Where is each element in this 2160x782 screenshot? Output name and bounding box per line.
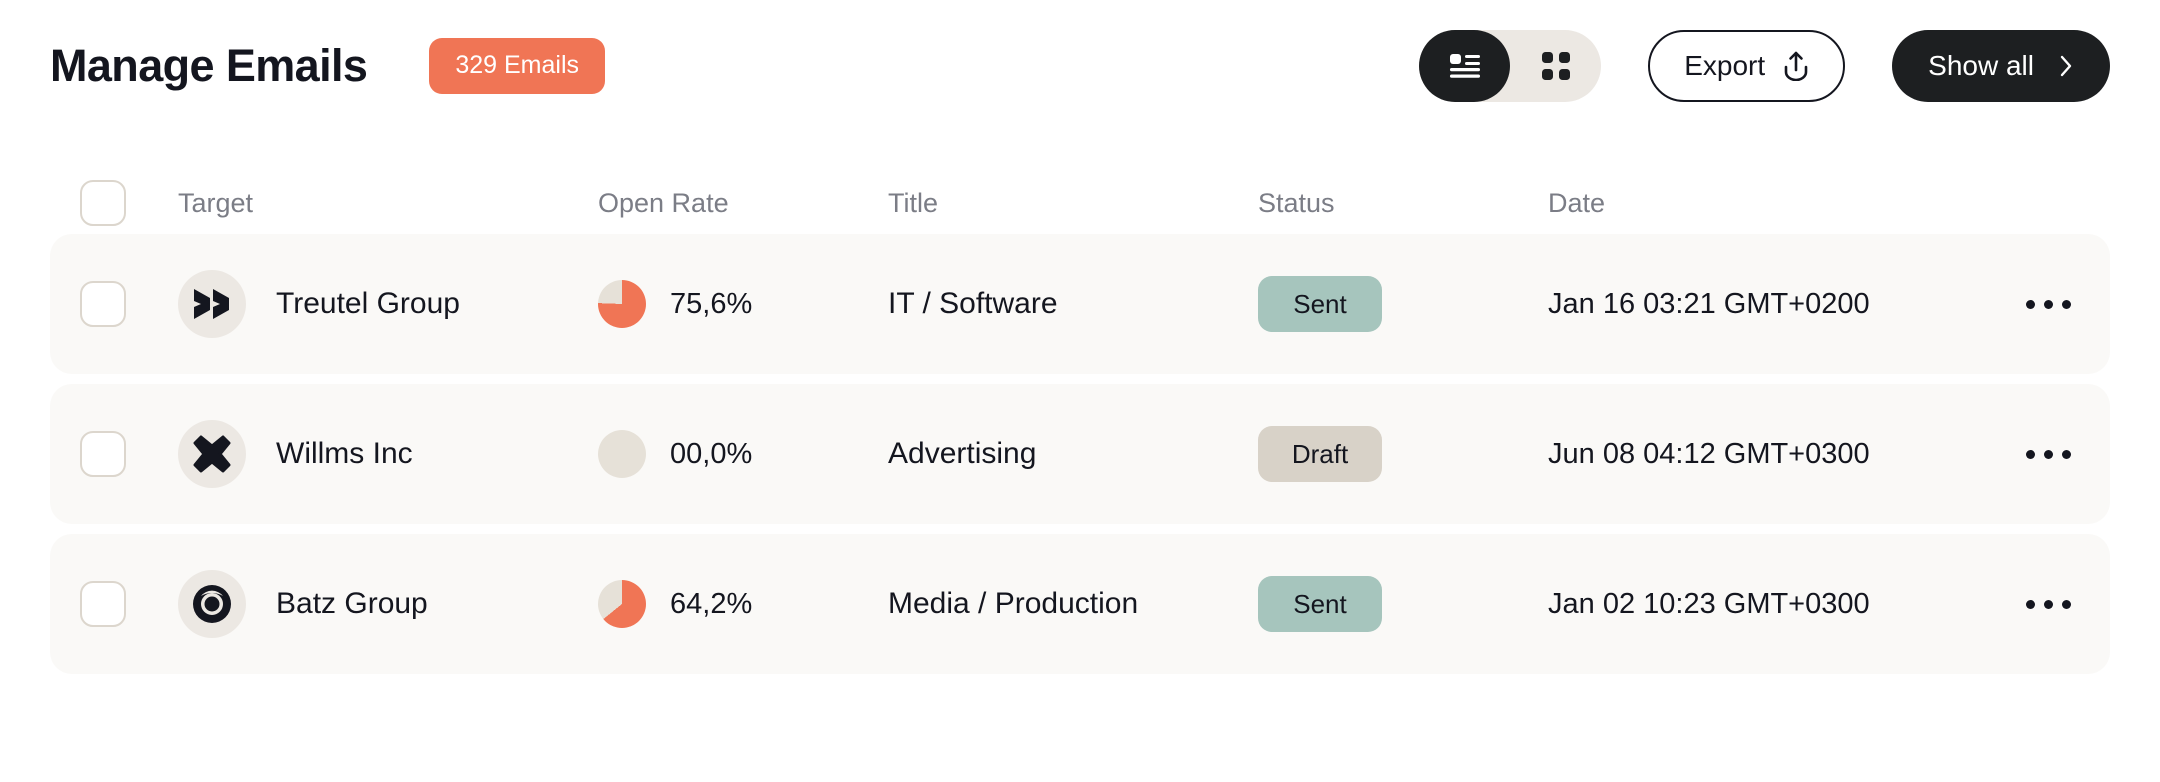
row-select-cell bbox=[80, 281, 178, 327]
page-header: Manage Emails 329 Emails bbox=[0, 0, 2160, 132]
target-name: Batz Group bbox=[276, 587, 428, 620]
title-cell: IT / Software bbox=[888, 287, 1258, 321]
email-title: IT / Software bbox=[888, 287, 1058, 320]
more-horizontal-icon bbox=[2044, 599, 2053, 609]
show-all-button[interactable]: Show all bbox=[1892, 30, 2110, 102]
column-header-date: Date bbox=[1548, 187, 1606, 218]
row-actions-cell bbox=[2018, 436, 2131, 473]
double-chevron-icon bbox=[194, 289, 229, 319]
emails-table: Target Open Rate Title Status Date Treut… bbox=[50, 172, 2110, 684]
four-point-star-icon bbox=[193, 435, 231, 473]
more-horizontal-icon bbox=[2044, 449, 2053, 459]
email-title: Advertising bbox=[888, 437, 1037, 470]
date-cell: Jun 08 04:12 GMT+0300 bbox=[1548, 438, 2018, 471]
show-all-button-label: Show all bbox=[1928, 50, 2034, 81]
date-cell: Jan 16 03:21 GMT+0200 bbox=[1548, 288, 2018, 321]
target-cell: Willms Inc bbox=[178, 420, 598, 488]
email-date: Jan 16 03:21 GMT+0200 bbox=[1548, 287, 1870, 320]
status-badge: Sent bbox=[1258, 576, 1382, 632]
row-checkbox[interactable] bbox=[80, 281, 126, 327]
status-cell: Sent bbox=[1258, 276, 1548, 332]
date-cell: Jan 02 10:23 GMT+0300 bbox=[1548, 588, 2018, 621]
view-toggle-list-button[interactable] bbox=[1419, 30, 1511, 102]
view-toggle[interactable] bbox=[1419, 30, 1602, 102]
column-header-title: Title bbox=[888, 187, 939, 218]
table-row[interactable]: Batz Group 64,2% Media / Production Sent Jan… bbox=[50, 534, 2110, 674]
list-view-icon bbox=[1449, 54, 1480, 78]
open-rate-cell: 00,0% bbox=[598, 430, 888, 478]
table-body: Treutel Group 75,6% IT / Software Sent Jan 1… bbox=[50, 234, 2110, 674]
open-rate-pie-chart bbox=[598, 580, 646, 628]
row-select-cell bbox=[80, 431, 178, 477]
open-rate-cell: 64,2% bbox=[598, 580, 888, 628]
export-button[interactable]: Export bbox=[1648, 30, 1846, 102]
status-badge: Sent bbox=[1258, 276, 1382, 332]
grid-view-icon bbox=[1541, 52, 1570, 80]
avatar bbox=[178, 270, 246, 338]
eye-circle-icon bbox=[193, 585, 231, 623]
email-count-badge: 329 Emails bbox=[429, 38, 606, 94]
target-name: Treutel Group bbox=[276, 287, 460, 320]
title-cell: Media / Production bbox=[888, 587, 1258, 621]
status-badge: Draft bbox=[1258, 426, 1382, 482]
more-horizontal-icon bbox=[2062, 449, 2071, 459]
more-horizontal-icon bbox=[2062, 599, 2071, 609]
table-row[interactable]: Willms Inc 00,0% Advertising Draft Jun 08 04… bbox=[50, 384, 2110, 524]
status-cell: Sent bbox=[1258, 576, 1548, 632]
open-rate-value: 64,2% bbox=[670, 587, 753, 620]
target-name: Willms Inc bbox=[276, 437, 413, 470]
email-title: Media / Production bbox=[888, 587, 1139, 620]
header-actions: Export Show all bbox=[1419, 30, 2110, 102]
more-horizontal-icon bbox=[2026, 449, 2035, 459]
status-cell: Draft bbox=[1258, 426, 1548, 482]
upload-icon bbox=[1784, 51, 1808, 81]
open-rate-pie-chart bbox=[598, 280, 646, 328]
table-header-row: Target Open Rate Title Status Date bbox=[50, 172, 2110, 234]
row-actions-cell bbox=[2018, 286, 2131, 323]
row-more-button[interactable] bbox=[2018, 436, 2079, 473]
page-title: Manage Emails bbox=[50, 40, 368, 91]
email-date: Jun 08 04:12 GMT+0300 bbox=[1548, 437, 1870, 470]
target-cell: Batz Group bbox=[178, 570, 598, 638]
open-rate-cell: 75,6% bbox=[598, 280, 888, 328]
select-all-checkbox[interactable] bbox=[80, 180, 126, 226]
open-rate-pie-chart bbox=[598, 430, 646, 478]
row-actions-cell bbox=[2018, 586, 2131, 623]
more-horizontal-icon bbox=[2062, 299, 2071, 309]
email-date: Jan 02 10:23 GMT+0300 bbox=[1548, 587, 1870, 620]
row-more-button[interactable] bbox=[2018, 586, 2079, 623]
target-cell: Treutel Group bbox=[178, 270, 598, 338]
table-row[interactable]: Treutel Group 75,6% IT / Software Sent Jan 1… bbox=[50, 234, 2110, 374]
title-cell: Advertising bbox=[888, 437, 1258, 471]
chevron-right-icon bbox=[2060, 55, 2072, 77]
column-header-target: Target bbox=[178, 187, 254, 218]
column-header-status: Status bbox=[1258, 187, 1335, 218]
row-checkbox[interactable] bbox=[80, 581, 126, 627]
open-rate-value: 00,0% bbox=[670, 437, 753, 470]
more-horizontal-icon bbox=[2026, 299, 2035, 309]
more-horizontal-icon bbox=[2026, 599, 2035, 609]
export-button-label: Export bbox=[1684, 50, 1766, 81]
row-select-cell bbox=[80, 581, 178, 627]
row-checkbox[interactable] bbox=[80, 431, 126, 477]
avatar bbox=[178, 570, 246, 638]
view-toggle-grid-button[interactable] bbox=[1510, 30, 1601, 102]
avatar bbox=[178, 420, 246, 488]
open-rate-value: 75,6% bbox=[670, 287, 753, 320]
select-all-cell bbox=[80, 180, 178, 226]
more-horizontal-icon bbox=[2044, 299, 2053, 309]
row-more-button[interactable] bbox=[2018, 286, 2079, 323]
column-header-open-rate: Open Rate bbox=[598, 187, 729, 218]
